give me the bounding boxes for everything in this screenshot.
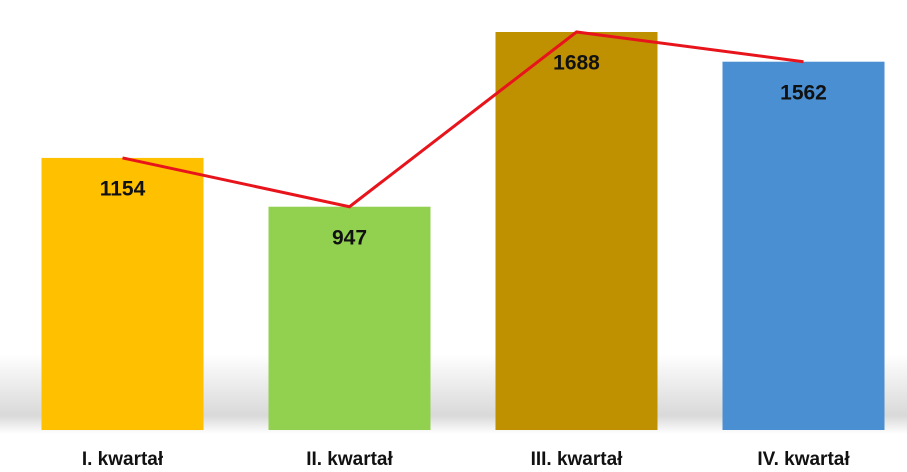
bar: [495, 32, 658, 430]
data-label: 1562: [780, 81, 827, 104]
bar: [268, 206, 431, 430]
data-label: 947: [332, 226, 367, 249]
x-tick-label: III. kwartał: [531, 449, 624, 470]
x-tick-label: II. kwartał: [306, 449, 393, 470]
x-tick-label: I. kwartał: [82, 449, 164, 470]
bar: [41, 157, 204, 430]
data-label: 1688: [553, 52, 600, 75]
trend-line: [122, 30, 804, 209]
x-tick-label: IV. kwartał: [757, 449, 850, 470]
data-label: 1154: [100, 177, 146, 200]
bar: [722, 61, 885, 431]
